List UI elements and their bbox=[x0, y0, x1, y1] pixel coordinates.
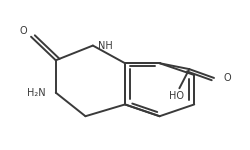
Text: HO: HO bbox=[170, 91, 184, 101]
Text: O: O bbox=[20, 26, 28, 36]
Text: NH: NH bbox=[98, 40, 112, 51]
Text: H₂N: H₂N bbox=[27, 88, 46, 98]
Text: O: O bbox=[224, 73, 232, 83]
